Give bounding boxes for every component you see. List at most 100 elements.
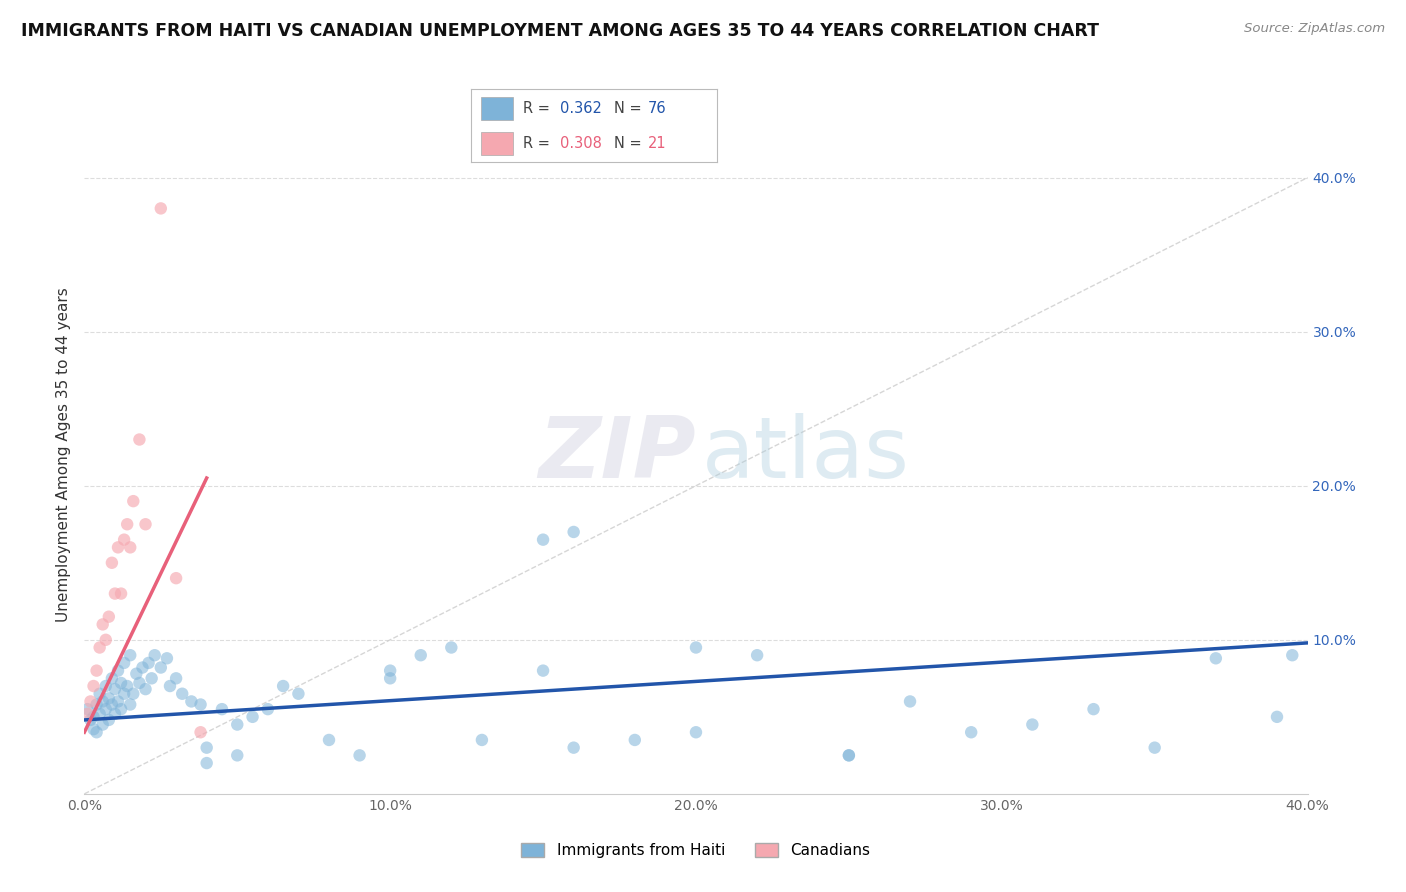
Point xyxy=(110,676,132,690)
Bar xyxy=(481,132,513,155)
Point xyxy=(110,586,132,600)
Text: 0.308: 0.308 xyxy=(560,136,602,151)
Point xyxy=(101,671,124,685)
Point xyxy=(409,648,432,663)
Point xyxy=(685,640,707,655)
Point xyxy=(531,533,554,547)
Point xyxy=(112,687,135,701)
Text: R =: R = xyxy=(523,101,554,116)
Point xyxy=(440,640,463,655)
Point xyxy=(115,679,138,693)
Point xyxy=(79,694,101,708)
Point xyxy=(898,694,921,708)
Point xyxy=(107,694,129,708)
Text: 21: 21 xyxy=(648,136,666,151)
Point xyxy=(131,660,153,674)
Point xyxy=(195,740,218,755)
Point xyxy=(101,556,124,570)
Point xyxy=(112,533,135,547)
Point xyxy=(120,541,142,555)
Point xyxy=(128,676,150,690)
Point xyxy=(107,541,129,555)
Text: 0.362: 0.362 xyxy=(560,101,602,116)
Point xyxy=(110,702,132,716)
Point xyxy=(838,748,860,763)
Point xyxy=(1281,648,1303,663)
Legend: Immigrants from Haiti, Canadians: Immigrants from Haiti, Canadians xyxy=(515,837,877,864)
Point xyxy=(141,671,163,685)
Point xyxy=(471,733,494,747)
Point xyxy=(76,702,98,716)
Point xyxy=(83,710,105,724)
Point xyxy=(138,656,160,670)
Point xyxy=(1083,702,1105,716)
Point xyxy=(89,687,111,701)
Point xyxy=(97,691,120,706)
Point xyxy=(747,648,769,663)
Point xyxy=(97,609,120,624)
Point xyxy=(86,725,108,739)
Text: N =: N = xyxy=(614,101,645,116)
Point xyxy=(120,648,142,663)
Point xyxy=(149,660,172,674)
Point xyxy=(1265,710,1288,724)
Point xyxy=(624,733,647,747)
Point xyxy=(125,666,148,681)
Point xyxy=(91,717,114,731)
Point xyxy=(83,722,105,736)
Point xyxy=(318,733,340,747)
Text: N =: N = xyxy=(614,136,645,151)
Point xyxy=(115,517,138,532)
Point xyxy=(257,702,280,716)
Point xyxy=(83,679,105,693)
Point xyxy=(135,517,157,532)
Point xyxy=(380,671,402,685)
Point xyxy=(149,202,172,216)
Point xyxy=(242,710,264,724)
Point xyxy=(960,725,983,739)
Point xyxy=(685,725,707,739)
Point xyxy=(122,687,145,701)
Point xyxy=(562,740,585,755)
Text: atlas: atlas xyxy=(702,413,910,497)
Point xyxy=(120,698,142,712)
Y-axis label: Unemployment Among Ages 35 to 44 years: Unemployment Among Ages 35 to 44 years xyxy=(56,287,72,623)
Bar xyxy=(481,96,513,120)
Point xyxy=(107,664,129,678)
Point xyxy=(271,679,294,693)
Point xyxy=(190,698,212,712)
Point xyxy=(104,682,127,697)
Point xyxy=(172,687,194,701)
Point xyxy=(159,679,181,693)
Text: 76: 76 xyxy=(648,101,666,116)
Point xyxy=(531,664,554,678)
Point xyxy=(1205,651,1227,665)
Point xyxy=(79,713,101,727)
Point xyxy=(180,694,202,708)
Point xyxy=(86,698,108,712)
Point xyxy=(190,725,212,739)
Point xyxy=(195,756,218,770)
Point xyxy=(101,698,124,712)
Point xyxy=(380,664,402,678)
Point xyxy=(135,682,157,697)
Point xyxy=(104,706,127,721)
Point xyxy=(112,656,135,670)
Point xyxy=(1021,717,1043,731)
Point xyxy=(122,494,145,508)
Point xyxy=(104,586,127,600)
Point xyxy=(94,702,117,716)
Point xyxy=(165,571,187,585)
Point xyxy=(562,524,585,539)
Point xyxy=(211,702,233,716)
Point xyxy=(86,664,108,678)
Text: ZIP: ZIP xyxy=(538,413,696,497)
Point xyxy=(89,706,111,721)
Point xyxy=(91,694,114,708)
Text: Source: ZipAtlas.com: Source: ZipAtlas.com xyxy=(1244,22,1385,36)
Point xyxy=(94,679,117,693)
Point xyxy=(226,748,249,763)
Point xyxy=(1143,740,1166,755)
Point xyxy=(226,717,249,731)
Point xyxy=(94,632,117,647)
